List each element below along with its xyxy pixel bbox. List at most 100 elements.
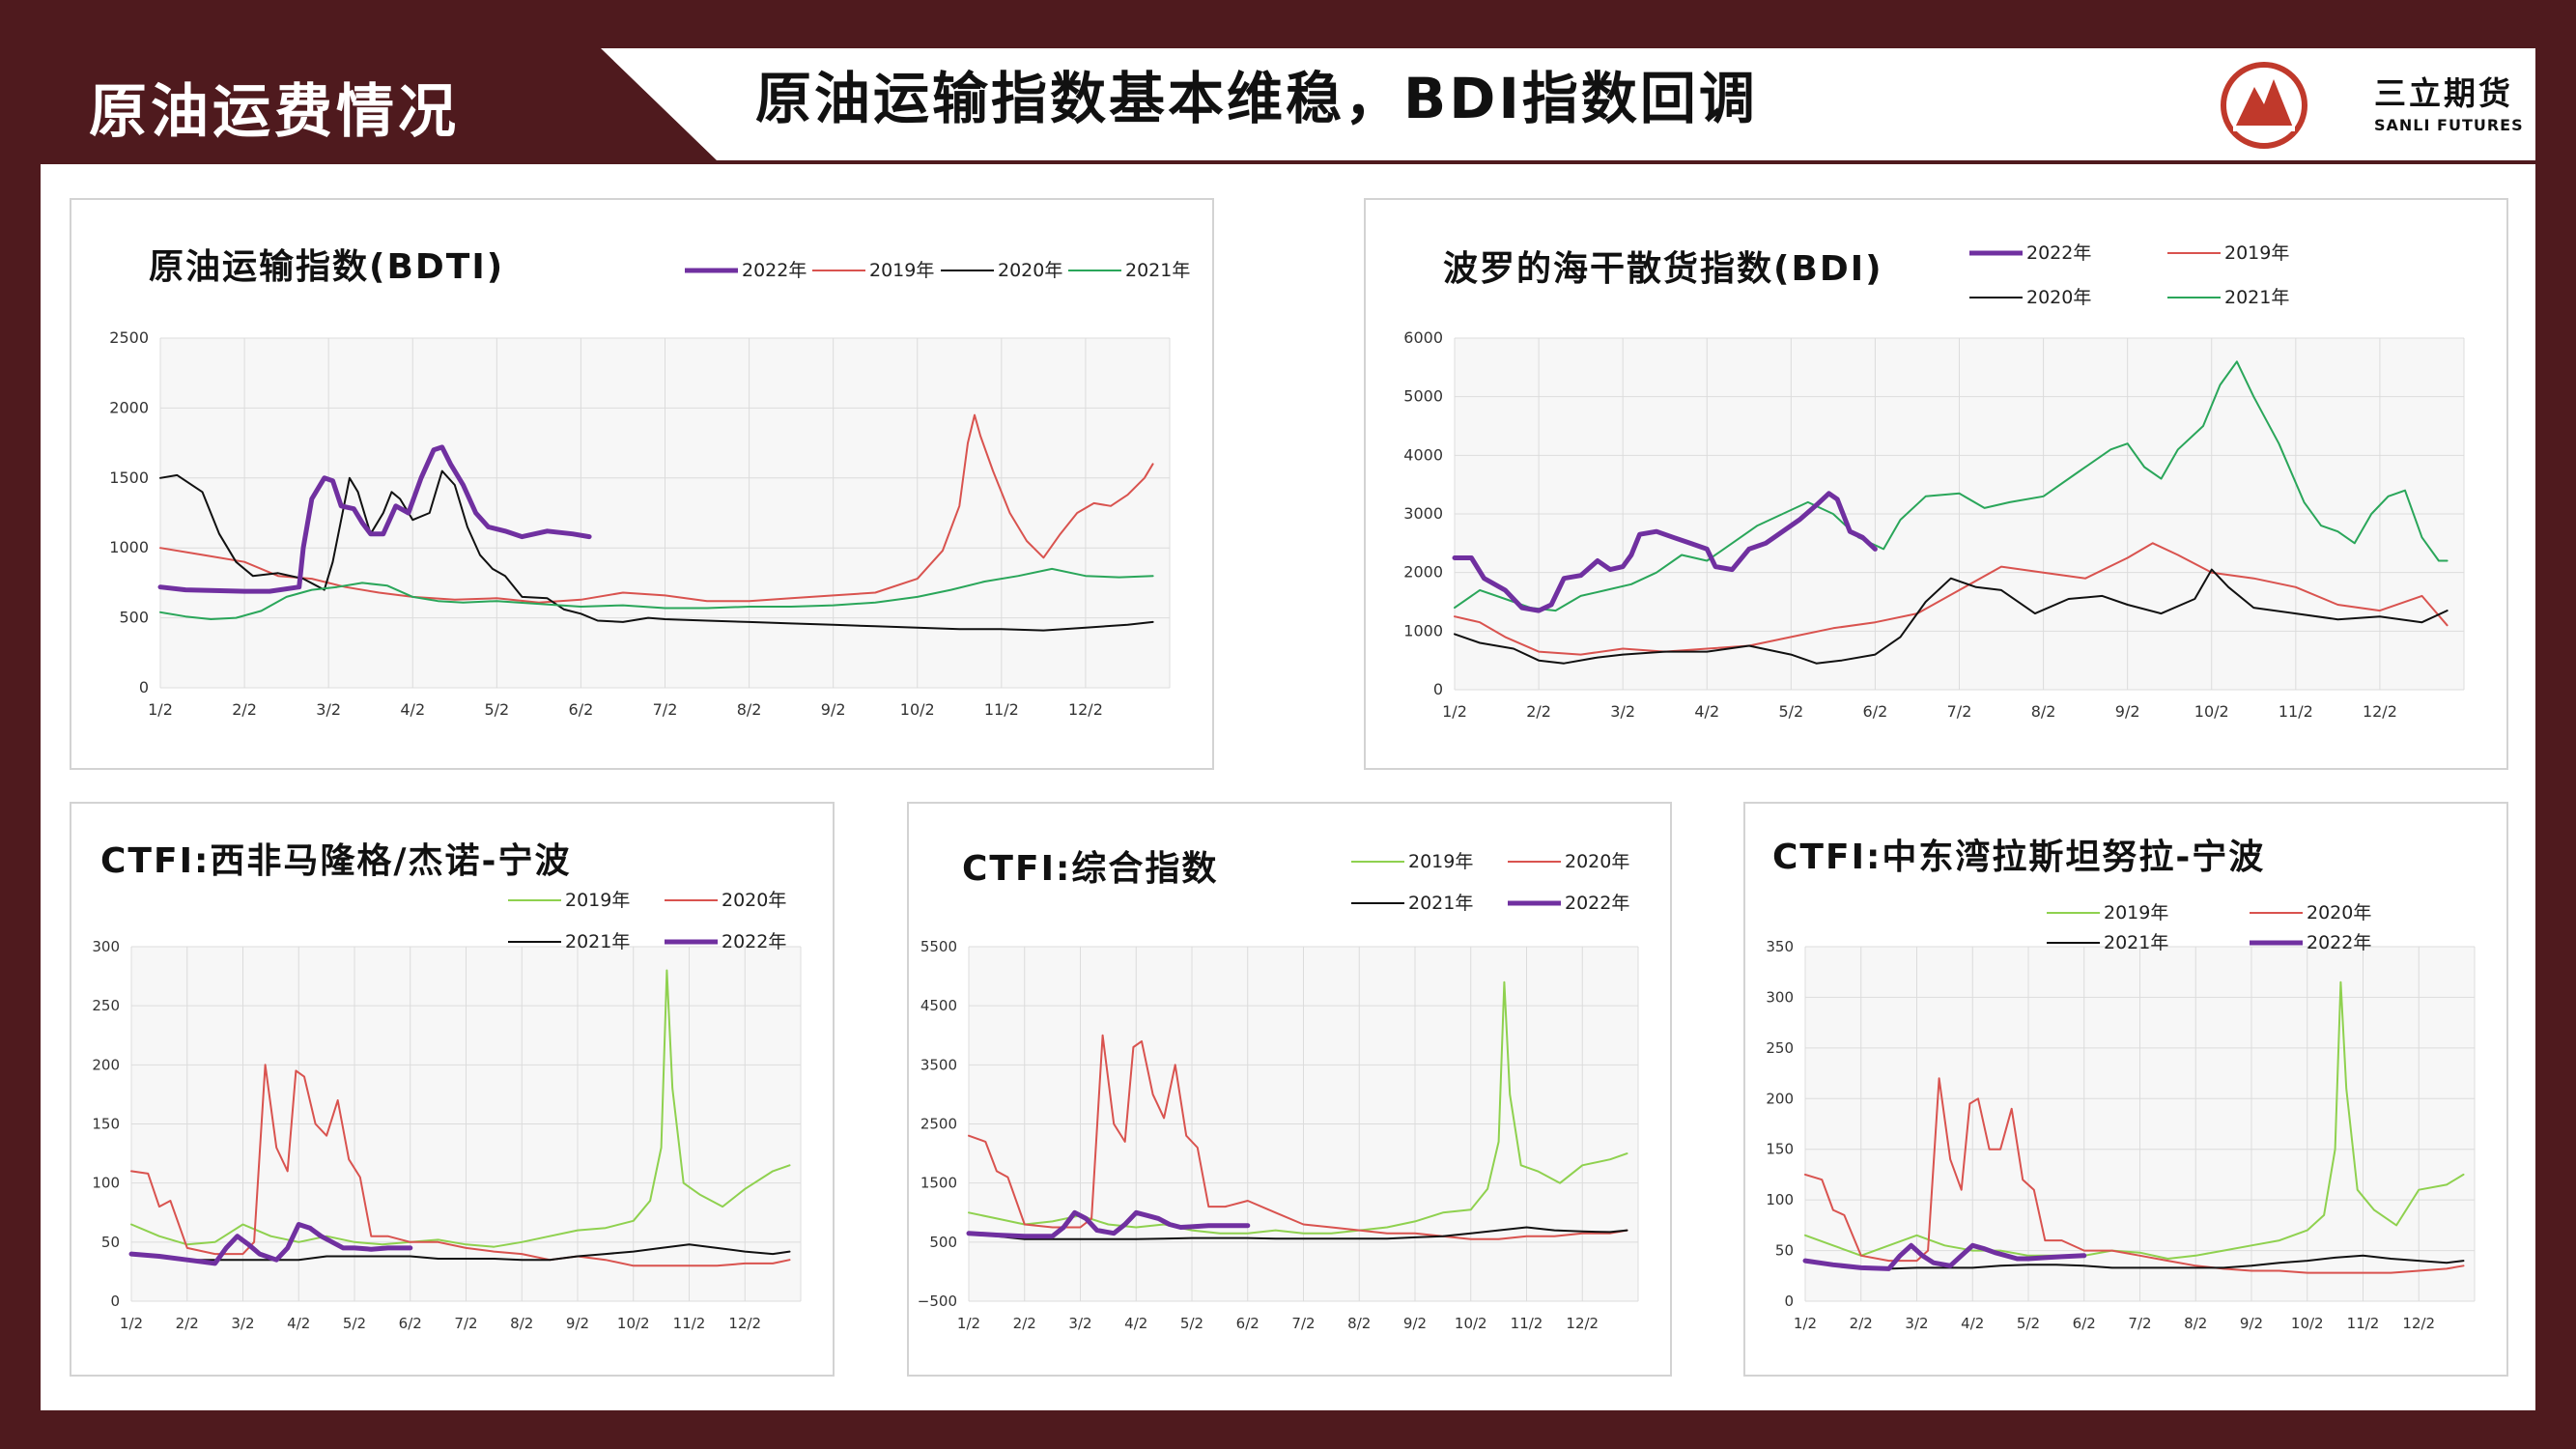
series-line-2021年: [159, 567, 1154, 620]
x-tick-label: 6/2: [2073, 1315, 2096, 1332]
bdti-chart-svg: 0 500 1000 1500 2000 2500 1/2 2/2 3/2 4/2 5/2 6/2 7/…: [109, 260, 1190, 719]
x-tick-label: 6/2: [399, 1315, 422, 1332]
legend-label: 2019年: [2104, 902, 2168, 923]
y-tick-label: 1500: [109, 469, 149, 487]
slide: 原油运费情况 原油运输指数基本维稳，BDI指数回调 三立期货 SANLI FUT…: [41, 48, 2535, 1410]
y-tick-label: 150: [92, 1116, 120, 1133]
y-tick-label: 5000: [1403, 387, 1443, 406]
series-line-2020年: [968, 1034, 1628, 1240]
x-tick-label: 2/2: [232, 700, 257, 719]
x-tick-label: 4/2: [1124, 1315, 1147, 1332]
y-tick-label: 300: [1766, 988, 1794, 1006]
x-tick-label: 1/2: [120, 1315, 143, 1332]
x-tick-label: 8/2: [2031, 702, 2056, 721]
y-tick-label: 4500: [920, 997, 957, 1014]
series-line-2022年: [966, 1209, 1251, 1239]
y-tick-label: 1000: [1403, 621, 1443, 639]
section-title: 原油运费情况: [89, 78, 460, 146]
x-tick-label: 12/2: [1566, 1315, 1599, 1332]
legend-label: 2021年: [565, 931, 630, 952]
y-tick-label: 2000: [1403, 563, 1443, 582]
x-tick-label: 12/2: [1068, 700, 1103, 719]
y-tick-label: 2500: [109, 328, 149, 347]
ctfi-wa-chart-svg: 0 50 100 150 200 250 300 1/2 2/2 3/2 4/2 5/2 6/2 7/2 8…: [92, 890, 802, 1332]
x-tick-label: 2/2: [176, 1315, 199, 1332]
x-tick-label: 7/2: [1291, 1315, 1315, 1332]
series-line-2019年: [130, 969, 791, 1248]
x-tick-label: 7/2: [2128, 1315, 2151, 1332]
x-tick-label: 9/2: [821, 700, 846, 719]
x-tick-label: 10/2: [2291, 1315, 2324, 1332]
bdi-chart-svg: 0 1000 2000 3000 4000 5000 6000 1/2 2/2 3/2 4/2 5/2…: [1403, 242, 2465, 721]
y-tick-label: 100: [92, 1175, 120, 1192]
x-tick-label: 1/2: [957, 1315, 980, 1332]
y-tick-label: 50: [1775, 1242, 1794, 1260]
y-tick-label: 2500: [920, 1116, 957, 1133]
y-tick-label: 500: [929, 1234, 957, 1251]
x-tick-label: 4/2: [287, 1315, 310, 1332]
chart-title: 波罗的海干散货指数(BDI): [1443, 249, 1883, 289]
y-tick-label: 250: [92, 997, 120, 1014]
y-tick-label: 4000: [1403, 445, 1443, 464]
legend-label: 2020年: [722, 890, 786, 911]
y-tick-label: 3000: [1403, 504, 1443, 523]
series-line-2020年: [1454, 568, 2449, 665]
series-line-2022年: [128, 1222, 413, 1266]
series-line-2022年: [157, 444, 592, 594]
x-tick-label: 5/2: [1180, 1315, 1203, 1332]
x-tick-label: 3/2: [231, 1315, 254, 1332]
x-tick-label: 8/2: [2184, 1315, 2207, 1332]
chart-title: 原油运输指数(BDTI): [149, 247, 505, 287]
x-tick-label: 8/2: [737, 700, 762, 719]
y-tick-label: −500: [918, 1293, 957, 1310]
x-tick-label: 11/2: [984, 700, 1019, 719]
series-line-2022年: [1452, 491, 1878, 613]
chart-title: CTFI:综合指数: [962, 849, 1219, 889]
legend-label: 2021年: [2104, 932, 2168, 953]
chart-title: CTFI:中东湾拉斯坦努拉-宁波: [1772, 838, 2266, 877]
x-tick-label: 7/2: [454, 1315, 477, 1332]
x-tick-label: 9/2: [2240, 1315, 2263, 1332]
y-tick-label: 50: [101, 1234, 120, 1251]
logo-icon: [2221, 62, 2307, 149]
x-tick-label: 5/2: [484, 700, 509, 719]
logo-name: 三立期货: [2374, 74, 2513, 112]
legend-label: 2021年: [1125, 260, 1190, 281]
y-tick-label: 500: [119, 609, 149, 627]
ctfi-west-africa-panel: CTFI:西非马隆格/杰诺-宁波 0 50 100 150 200 250 300 1/2 2/…: [70, 802, 835, 1377]
y-tick-label: 250: [1766, 1039, 1794, 1057]
x-tick-label: 8/2: [510, 1315, 533, 1332]
x-tick-label: 4/2: [1694, 702, 1719, 721]
legend-label: 2019年: [869, 260, 934, 281]
x-tick-label: 11/2: [2347, 1315, 2380, 1332]
x-tick-label: 1/2: [1794, 1315, 1817, 1332]
legend-label: 2022年: [2026, 242, 2091, 264]
y-tick-label: 0: [1433, 680, 1443, 698]
legend-label: 2022年: [722, 931, 786, 952]
header: 原油运费情况 原油运输指数基本维稳，BDI指数回调 三立期货 SANLI FUT…: [41, 48, 2535, 164]
x-tick-label: 2/2: [1850, 1315, 1873, 1332]
x-tick-label: 7/2: [1947, 702, 1972, 721]
legend-label: 2020年: [1565, 851, 1629, 872]
x-tick-label: 9/2: [2115, 702, 2140, 721]
series-line-2020年: [130, 1064, 791, 1267]
y-tick-label: 2000: [109, 398, 149, 416]
company-logo: 三立期货 SANLI FUTURES: [2216, 60, 2523, 151]
y-tick-label: 200: [1766, 1090, 1794, 1107]
logo-subtitle: SANLI FUTURES: [2374, 116, 2524, 134]
main-title: 原油运输指数基本维稳，BDI指数回调: [755, 66, 1758, 131]
bdti-chart-panel: 原油运输指数(BDTI) 0 500 1000 1500 2000 2500 1/2 2/2 3…: [70, 198, 1214, 770]
y-tick-label: 0: [110, 1293, 120, 1310]
x-tick-label: 1/2: [1442, 702, 1467, 721]
x-tick-label: 6/2: [1236, 1315, 1260, 1332]
series-line-2021年: [968, 1226, 1628, 1240]
legend-label: 2019年: [2224, 242, 2289, 264]
ctfi-composite-panel: CTFI:综合指数 −500 500 1500 2500 3500 4500 5500 1/2…: [907, 802, 1672, 1377]
series-line-2022年: [1802, 1242, 2087, 1271]
y-tick-label: 100: [1766, 1191, 1794, 1208]
x-tick-label: 12/2: [2402, 1315, 2435, 1332]
x-tick-label: 10/2: [2194, 702, 2229, 721]
x-tick-label: 4/2: [400, 700, 425, 719]
y-tick-label: 150: [1766, 1141, 1794, 1158]
x-tick-label: 5/2: [343, 1315, 366, 1332]
